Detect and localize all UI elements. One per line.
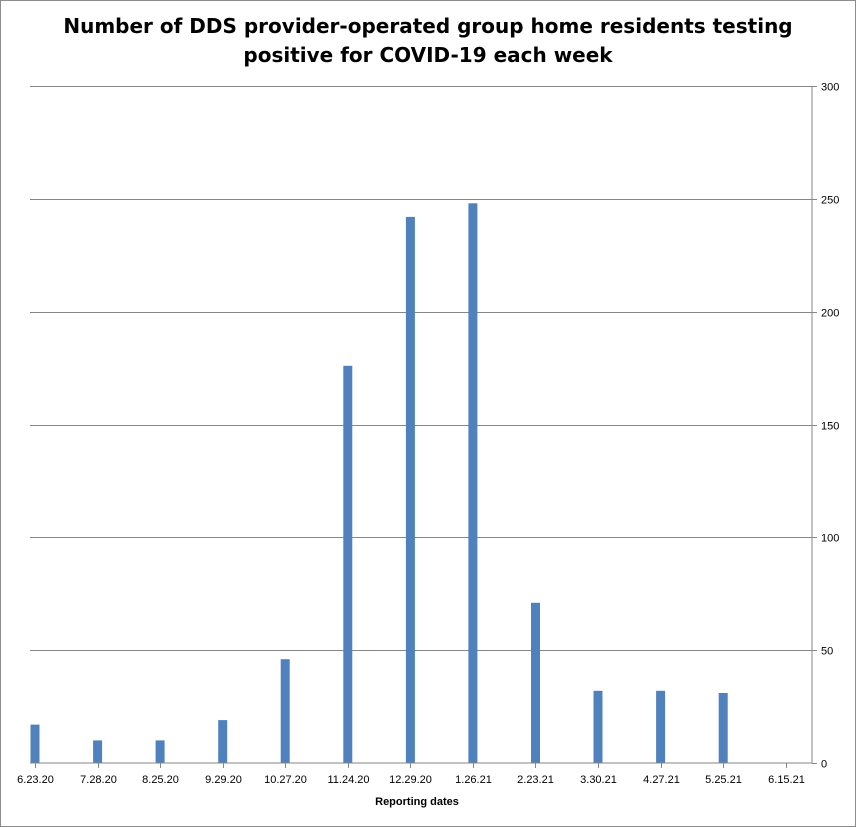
x-tick-label: 1.26.21 — [455, 774, 492, 786]
bar — [218, 720, 228, 763]
x-tick-label: 2.23.21 — [517, 774, 554, 786]
x-tick-label: 4.27.21 — [643, 774, 680, 786]
bar — [30, 724, 40, 763]
x-tick-label: 11.24.20 — [327, 774, 369, 786]
bar — [531, 602, 540, 763]
chart-title: Number of DDS provider-operated group ho… — [0, 12, 856, 70]
x-tick-label: 10.27.20 — [264, 774, 307, 786]
x-tick-label: 12.29.20 — [389, 774, 432, 786]
y-tick-label: 100 — [821, 533, 839, 545]
bar — [280, 659, 290, 763]
x-tick-label: 6.23.20 — [17, 774, 54, 786]
gridlines — [30, 86, 812, 651]
bar — [656, 690, 666, 763]
bar — [405, 216, 415, 763]
x-axis-ticks: 6.23.20 7.28.20 8.25.20 9.29.20 10.27.20 11.2… — [17, 763, 805, 786]
y-tick-label: 300 — [821, 82, 839, 94]
x-tick-label: 8.25.20 — [142, 774, 179, 786]
bar — [468, 203, 478, 764]
bar — [155, 740, 165, 763]
bar — [718, 693, 728, 763]
x-tick-label: 7.28.20 — [80, 774, 117, 786]
x-tick-label: 6.15.21 — [768, 774, 805, 786]
x-tick-label: 5.25.21 — [705, 774, 742, 786]
y-tick-label: 200 — [821, 308, 839, 320]
y-tick-label: 0 — [821, 759, 827, 771]
x-tick-label: 3.30.21 — [580, 774, 617, 786]
chart-title-line-1: Number of DDS provider-operated group ho… — [63, 14, 793, 38]
bar — [93, 740, 103, 763]
bars — [30, 203, 728, 764]
bar — [593, 690, 603, 763]
x-axis-title: Reporting dates — [375, 796, 459, 808]
chart-title-line-2: positive for COVID-19 each week — [243, 43, 613, 67]
y-tick-label: 250 — [821, 195, 839, 207]
y-tick-label: 150 — [821, 421, 839, 433]
bar — [343, 365, 353, 763]
y-axis-ticks: 0 50 100 150 200 250 300 — [812, 82, 839, 771]
x-tick-label: 9.29.20 — [205, 774, 242, 786]
y-tick-label: 50 — [821, 646, 833, 658]
